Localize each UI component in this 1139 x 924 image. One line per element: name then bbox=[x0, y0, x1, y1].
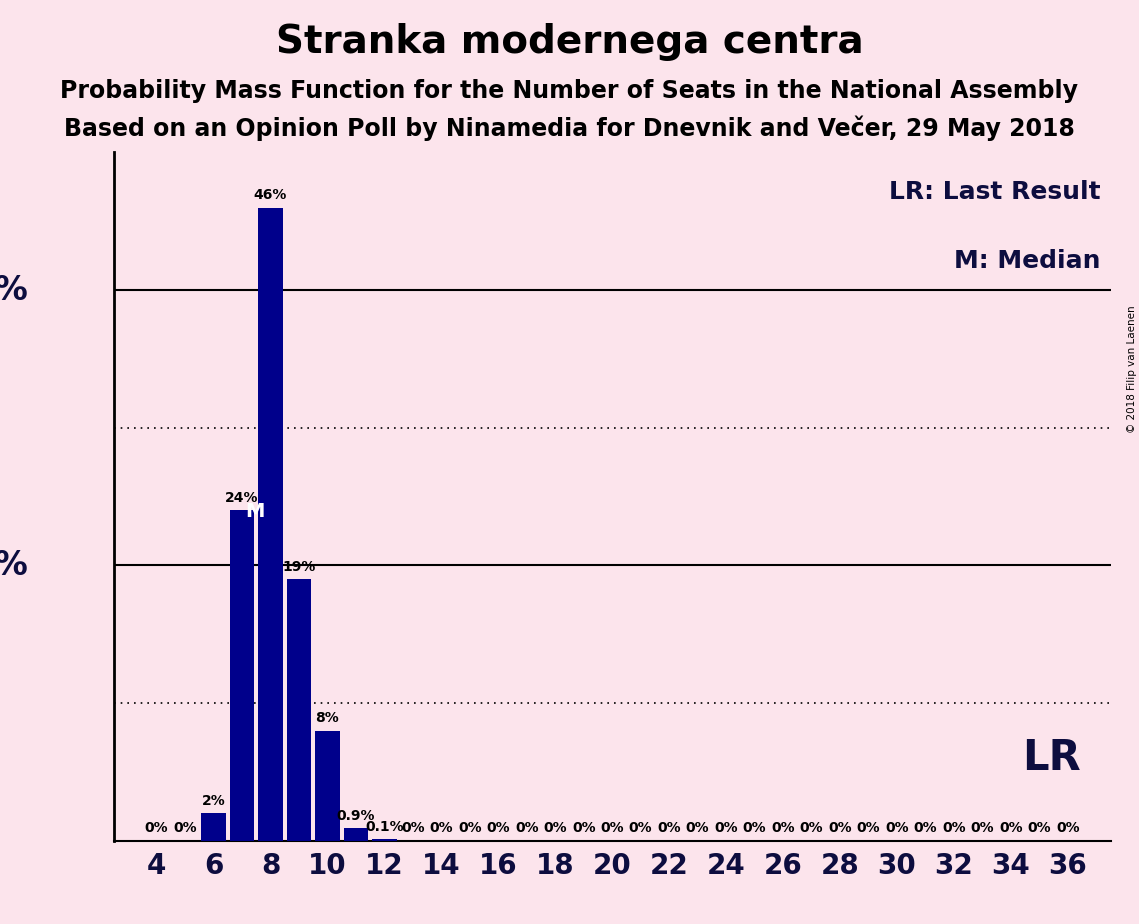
Text: Based on an Opinion Poll by Ninamedia for Dnevnik and Večer, 29 May 2018: Based on an Opinion Poll by Ninamedia fo… bbox=[64, 116, 1075, 141]
Text: 0%: 0% bbox=[429, 821, 453, 835]
Text: 0%: 0% bbox=[401, 821, 425, 835]
Text: 20%: 20% bbox=[0, 549, 28, 582]
Bar bbox=[202, 813, 226, 841]
Text: LR: LR bbox=[1022, 737, 1081, 779]
Text: 2%: 2% bbox=[202, 794, 226, 808]
Bar bbox=[316, 731, 339, 841]
Text: 0%: 0% bbox=[629, 821, 653, 835]
Text: 0%: 0% bbox=[771, 821, 795, 835]
Text: 0%: 0% bbox=[515, 821, 539, 835]
Text: 0%: 0% bbox=[1027, 821, 1051, 835]
Text: 0%: 0% bbox=[714, 821, 738, 835]
Text: 0%: 0% bbox=[600, 821, 624, 835]
Bar bbox=[230, 510, 254, 841]
Bar bbox=[372, 840, 396, 841]
Text: 0%: 0% bbox=[743, 821, 767, 835]
Text: LR: Last Result: LR: Last Result bbox=[888, 180, 1100, 204]
Text: 0%: 0% bbox=[458, 821, 482, 835]
Text: 0%: 0% bbox=[970, 821, 994, 835]
Text: 0%: 0% bbox=[686, 821, 710, 835]
Bar bbox=[344, 829, 368, 841]
Text: 0.9%: 0.9% bbox=[337, 808, 375, 823]
Text: 0%: 0% bbox=[857, 821, 880, 835]
Bar bbox=[259, 208, 282, 841]
Text: 0%: 0% bbox=[800, 821, 823, 835]
Bar bbox=[287, 579, 311, 841]
Text: © 2018 Filip van Laenen: © 2018 Filip van Laenen bbox=[1126, 306, 1137, 433]
Text: 0%: 0% bbox=[828, 821, 852, 835]
Text: 0%: 0% bbox=[999, 821, 1023, 835]
Text: 0%: 0% bbox=[486, 821, 510, 835]
Text: 0%: 0% bbox=[913, 821, 937, 835]
Text: 0%: 0% bbox=[885, 821, 909, 835]
Text: 19%: 19% bbox=[282, 560, 316, 574]
Text: 8%: 8% bbox=[316, 711, 339, 725]
Text: M: M bbox=[245, 502, 264, 521]
Text: 0%: 0% bbox=[145, 821, 169, 835]
Text: 24%: 24% bbox=[226, 491, 259, 505]
Text: 0%: 0% bbox=[942, 821, 966, 835]
Text: 0.1%: 0.1% bbox=[366, 820, 403, 834]
Text: Stranka modernega centra: Stranka modernega centra bbox=[276, 23, 863, 61]
Text: 0%: 0% bbox=[543, 821, 567, 835]
Text: 0%: 0% bbox=[1056, 821, 1080, 835]
Text: M: Median: M: Median bbox=[954, 249, 1100, 273]
Text: 0%: 0% bbox=[572, 821, 596, 835]
Text: 0%: 0% bbox=[657, 821, 681, 835]
Text: Probability Mass Function for the Number of Seats in the National Assembly: Probability Mass Function for the Number… bbox=[60, 79, 1079, 103]
Text: 40%: 40% bbox=[0, 274, 28, 307]
Text: 46%: 46% bbox=[254, 188, 287, 202]
Text: 0%: 0% bbox=[173, 821, 197, 835]
